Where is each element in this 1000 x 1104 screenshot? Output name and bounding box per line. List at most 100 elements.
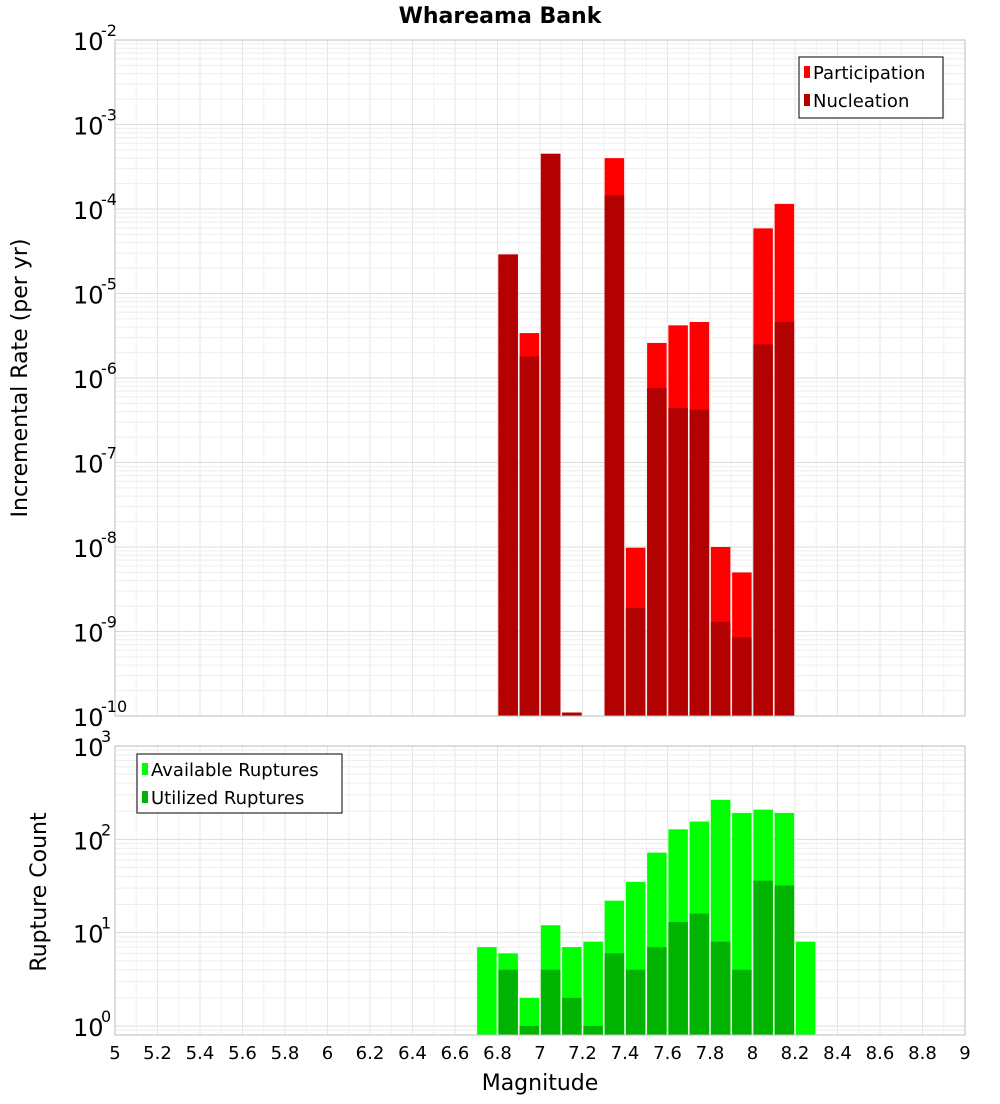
top-bar-nucleation	[732, 637, 752, 716]
top-y-tick-label: 10	[73, 28, 104, 56]
top-bar-nucleation	[498, 254, 518, 716]
top-y-tick-exponent: -3	[101, 106, 117, 125]
x-tick-label: 5.8	[271, 1043, 300, 1064]
bottom-y-tick-label: 10	[73, 1014, 104, 1042]
x-tick-label: 7	[534, 1043, 545, 1064]
bottom-bar-utilized-ruptures	[498, 969, 518, 1035]
bottom-y-tick-exponent: 1	[101, 914, 111, 933]
top-bar-nucleation	[774, 321, 795, 716]
top-y-tick-label: 10	[73, 282, 104, 310]
top-bar-nucleation	[689, 409, 710, 716]
bottom-grid	[114, 745, 966, 1036]
bottom-bar-utilized-ruptures	[540, 969, 561, 1035]
top-y-tick-exponent: -2	[101, 21, 117, 40]
top-y-tick-label: 10	[73, 113, 104, 141]
top-bar-nucleation	[668, 408, 688, 716]
x-axis-label: Magnitude	[482, 1071, 599, 1096]
x-tick-label: 5.2	[143, 1043, 172, 1064]
x-tick-label: 8.2	[781, 1043, 810, 1064]
x-tick-label: 6.2	[356, 1043, 385, 1064]
x-tick-label: 7.8	[696, 1043, 725, 1064]
top-y-tick-exponent: -6	[101, 359, 117, 378]
bottom-y-tick-label: 10	[73, 734, 104, 762]
bottom-y-tick-exponent: 2	[101, 820, 111, 839]
top-bar-nucleation	[540, 153, 561, 717]
top-y-tick-exponent: -5	[101, 275, 117, 294]
bottom-bar-available-ruptures	[477, 947, 497, 1035]
bottom-plot-border	[114, 745, 966, 1036]
bottom-bars	[477, 799, 816, 1035]
x-tick-label: 7.2	[568, 1043, 597, 1064]
bottom-y-tick-exponent: 0	[101, 1007, 111, 1026]
bottom-y-tick-label: 10	[73, 827, 104, 855]
bottom-bar-available-ruptures	[795, 941, 816, 1035]
bottom-bar-utilized-ruptures	[519, 1025, 540, 1035]
legend-swatch-available-ruptures	[142, 763, 148, 775]
bottom-y-axis-label: Rupture Count	[27, 812, 52, 972]
bottom-bar-utilized-ruptures	[604, 953, 625, 1035]
bottom-bar-available-ruptures	[583, 941, 603, 1035]
chart-title: Whareama Bank	[399, 4, 603, 29]
bottom-legend: Available Ruptures Utilized Ruptures	[136, 753, 343, 814]
top-bars	[498, 153, 795, 717]
bottom-bar-utilized-ruptures	[668, 922, 688, 1035]
legend-swatch-utilized-ruptures	[142, 791, 148, 803]
x-tick-label: 6.6	[441, 1043, 470, 1064]
x-tick-label: 6.8	[483, 1043, 512, 1064]
x-tick-label: 8.4	[823, 1043, 852, 1064]
bottom-y-tick-label: 10	[73, 921, 104, 949]
bottom-bar-utilized-ruptures	[732, 969, 752, 1035]
x-tick-label: 8.6	[866, 1043, 895, 1064]
bottom-bar-utilized-ruptures	[583, 1025, 603, 1035]
top-bar-nucleation	[710, 621, 731, 716]
top-y-tick-label: 10	[73, 535, 104, 563]
top-y-tick-exponent: -9	[101, 613, 117, 632]
bottom-bar-utilized-ruptures	[647, 947, 667, 1035]
top-y-tick-exponent: -10	[101, 697, 127, 716]
bottom-y-tick-exponent: 3	[101, 727, 111, 746]
x-tick-label: 5	[109, 1043, 120, 1064]
top-y-tick-exponent: -7	[101, 444, 117, 463]
bottom-bar-utilized-ruptures	[689, 913, 710, 1035]
top-y-tick-label: 10	[73, 704, 104, 732]
x-tick-label: 7.6	[653, 1043, 682, 1064]
top-y-tick-exponent: -8	[101, 528, 117, 547]
legend-swatch-nucleation	[804, 94, 810, 106]
legend-label-available-ruptures: Available Ruptures	[151, 760, 319, 781]
bottom-legend-box	[136, 753, 343, 814]
top-bar-nucleation	[753, 344, 773, 716]
top-y-tick-label: 10	[73, 620, 104, 648]
top-bar-nucleation	[604, 195, 625, 717]
top-bar-nucleation	[625, 607, 646, 716]
x-tick-label: 6.4	[398, 1043, 427, 1064]
bottom-bar-available-ruptures	[519, 997, 540, 1035]
top-y-tick-label: 10	[73, 197, 104, 225]
top-legend: Participation Nucleation	[798, 56, 944, 119]
top-bar-nucleation	[519, 356, 540, 716]
top-bar-nucleation	[647, 388, 667, 716]
x-tick-label: 5.4	[186, 1043, 215, 1064]
bottom-bar-utilized-ruptures	[562, 997, 582, 1035]
x-tick-label: 5.6	[228, 1043, 257, 1064]
bottom-bar-utilized-ruptures	[625, 969, 646, 1035]
bottom-bar-utilized-ruptures	[753, 880, 773, 1035]
top-y-tick-label: 10	[73, 366, 104, 394]
legend-label-nucleation: Nucleation	[813, 91, 909, 112]
top-y-tick-label: 10	[73, 451, 104, 479]
bottom-bar-utilized-ruptures	[710, 941, 731, 1035]
top-plot-border	[114, 39, 966, 717]
top-y-tick-exponent: -4	[101, 190, 117, 209]
x-tick-label: 7.4	[611, 1043, 640, 1064]
bottom-bar-utilized-ruptures	[774, 885, 795, 1035]
top-grid	[114, 39, 966, 717]
legend-label-utilized-ruptures: Utilized Ruptures	[151, 788, 304, 809]
legend-swatch-participation	[804, 66, 810, 78]
top-bar-nucleation	[562, 712, 582, 716]
top-legend-box	[798, 56, 944, 119]
x-axis: 5 5.2 5.4 5.6 5.8 6 6.2 6.4 6.6 6.8 7 7.2 7.4 7.6 7.8 8…	[109, 1043, 970, 1064]
x-tick-label: 8	[747, 1043, 758, 1064]
x-tick-label: 8.8	[908, 1043, 937, 1064]
